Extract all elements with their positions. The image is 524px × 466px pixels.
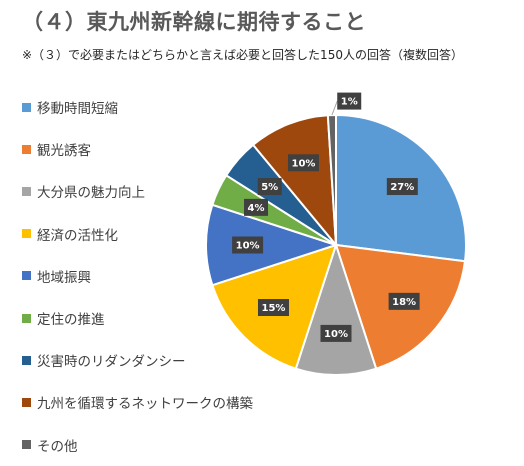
data-label: 5%	[257, 178, 282, 196]
legend-label: 観光誘客	[37, 143, 91, 160]
legend-label: 定住の推進	[37, 312, 105, 329]
legend-item: 定住の推進	[22, 297, 253, 339]
legend-swatch	[22, 355, 31, 365]
legend-item: 大分県の魅力向上	[22, 170, 253, 212]
legend-label: 災害時のリダンダンシー	[37, 354, 186, 371]
legend-item: 災害時のリダンダンシー	[22, 339, 253, 381]
legend-label: 移動時間短縮	[37, 101, 118, 118]
data-label-text: 5%	[261, 182, 278, 193]
pie-slice	[251, 114, 338, 249]
data-label-box	[320, 324, 352, 342]
data-label-text: 15%	[262, 303, 286, 314]
legend-item: 九州を循環するネットワークの構築	[22, 381, 253, 423]
data-label-text: 18%	[392, 297, 416, 308]
data-label-text: 10%	[236, 241, 260, 252]
data-label-box	[386, 178, 418, 196]
pie-slice	[205, 203, 340, 287]
pie-slice	[294, 241, 378, 376]
legend-label: 大分県の魅力向上	[37, 185, 145, 202]
data-label-box	[257, 178, 282, 196]
legend-swatch	[22, 271, 31, 281]
pie-chart: 27% 18% 10% 15% 10% 4% 5% 10% 1%	[205, 92, 467, 376]
data-label-box	[388, 292, 420, 310]
legend-item: 地域振興	[22, 255, 253, 297]
legend-swatch	[22, 102, 31, 112]
data-label: 10%	[320, 324, 352, 342]
chart-subtitle: ※（３）で必要またはどちらかと言えば必要と回答した150人の回答（複数回答）	[22, 48, 463, 62]
legend-item: 経済の活性化	[22, 213, 253, 255]
legend-label: 九州を循環するネットワークの構築	[37, 396, 253, 413]
legend-swatch	[22, 440, 31, 450]
legend-swatch	[22, 144, 31, 154]
data-label: 15%	[257, 299, 289, 317]
data-label-box	[287, 154, 319, 172]
data-label-text: 4%	[248, 203, 265, 214]
data-label-box	[337, 92, 362, 110]
data-label: 10%	[232, 236, 264, 254]
legend-swatch	[22, 397, 31, 407]
legend-item: 移動時間短縮	[22, 86, 253, 128]
legend-label: 地域振興	[37, 269, 91, 286]
data-label: 27%	[386, 178, 418, 196]
data-label: 18%	[388, 292, 420, 310]
legend-label: 経済の活性化	[37, 227, 118, 244]
data-label: 10%	[287, 154, 319, 172]
data-label-box	[244, 198, 269, 216]
leader-line	[331, 100, 338, 116]
legend-swatch	[22, 229, 31, 239]
data-label-text: 10%	[291, 158, 315, 169]
legend-swatch	[22, 313, 31, 323]
data-label: 4%	[244, 198, 269, 216]
pie-slice	[326, 113, 337, 246]
data-label: 1%	[337, 92, 362, 110]
data-label-text: 1%	[341, 97, 358, 108]
legend-swatch	[22, 186, 31, 196]
chart-legend: 移動時間短縮 観光誘客大分県の魅力向上 経済の活性化 地域振興定住の推進災害時のリダン…	[22, 86, 253, 466]
data-label-box	[257, 299, 289, 317]
data-label-text: 10%	[324, 329, 348, 340]
data-label-box	[232, 236, 264, 254]
data-label-text: 27%	[390, 182, 414, 193]
chart-title: （４）東九州新幹線に期待すること	[22, 10, 366, 34]
legend-item: 観光誘客	[22, 128, 253, 170]
